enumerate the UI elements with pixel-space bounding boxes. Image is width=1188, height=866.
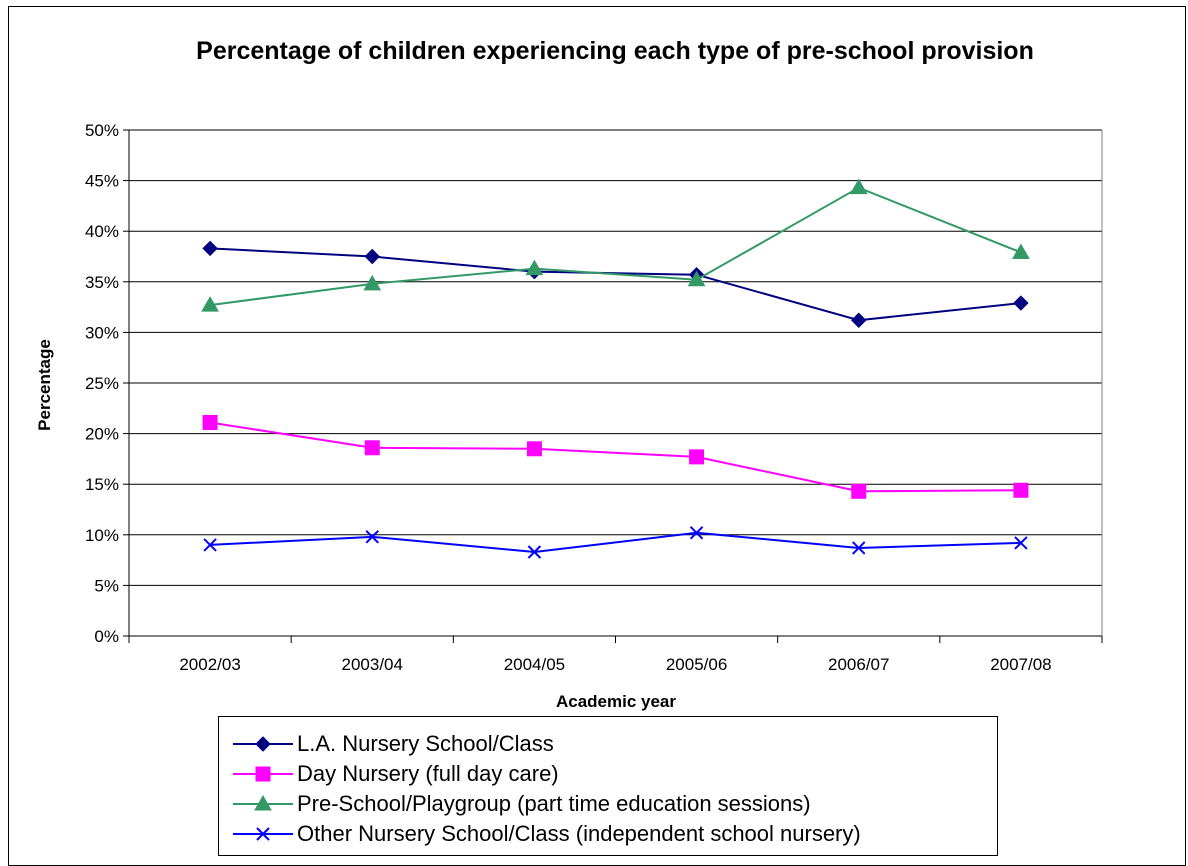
legend: L.A. Nursery School/Class Day Nursery (f… [218,716,998,856]
data-point-day-nursery [202,414,218,430]
gridlines [129,129,1102,586]
series-line-pre-school [209,186,1022,307]
data-point-day-nursery [526,441,542,457]
x-tick-label: 2002/03 [179,655,240,674]
x-tick-label: 2004/05 [504,655,565,674]
data-point-other-nursery [203,538,217,552]
series-line-day-nursery [209,421,1021,493]
legend-swatch-la-nursery [233,736,293,752]
chart-title: Percentage of children experiencing each… [196,37,1034,65]
y-tick-label: 20% [85,425,119,444]
legend-label-la-nursery: L.A. Nursery School/Class [297,731,554,756]
axes: 0% 5% 10% 15% 20% 25% 30% 35% 40% 45% 50% 2002/03 20… [85,121,1103,674]
legend-label-pre-school: Pre-School/Playgroup (part time educatio… [297,791,811,816]
data-point-other-nursery [1014,536,1028,550]
data-point-other-nursery [527,545,542,559]
legend-swatch-day-nursery [233,766,293,782]
data-point-other-nursery [365,530,379,544]
data-point-la-nursery [851,312,867,328]
series-other-nursery [203,526,1028,559]
x-tick-label: 2007/08 [990,655,1051,674]
legend-marker [254,794,272,811]
legend-swatch-other-nursery [233,827,293,841]
y-tick-label: 50% [85,121,119,140]
y-tick-label: 30% [85,323,119,342]
y-tick-label: 0% [94,627,119,646]
series-pre-school [201,178,1030,312]
x-tick-label: 2003/04 [342,655,403,674]
data-point-pre-school [525,259,544,276]
x-axis-title: Academic year [556,692,676,711]
y-tick-label: 10% [85,526,119,545]
series-day-nursery [202,414,1029,499]
legend-label-other-nursery: Other Nursery School/Class (independent … [297,821,861,846]
data-point-pre-school [1012,243,1030,259]
y-tick-label: 25% [85,374,119,393]
y-axis-title: Percentage [35,339,54,431]
data-point-la-nursery [202,240,218,257]
legend-marker [255,736,271,752]
data-point-pre-school [687,270,706,287]
data-point-other-nursery [689,526,704,540]
data-point-day-nursery [1013,482,1029,498]
x-tick-label: 2005/06 [666,655,727,674]
series-line-la-nursery [210,247,1022,322]
data-point-day-nursery [689,449,705,465]
series-la-nursery [202,240,1029,328]
data-point-la-nursery [364,248,380,265]
y-tick-label: 5% [94,576,119,595]
legend-marker [255,766,271,782]
y-tick-label: 15% [85,475,119,494]
series-line-other-nursery [210,531,1021,554]
data-point-day-nursery [851,483,867,499]
y-tick-label: 35% [85,273,119,292]
series-layer [201,178,1030,559]
data-point-pre-school [363,274,382,291]
data-point-pre-school [201,296,219,312]
data-point-other-nursery [852,541,866,555]
data-point-la-nursery [1013,295,1029,311]
data-point-day-nursery [364,440,380,456]
legend-label-day-nursery: Day Nursery (full day care) [297,761,559,786]
x-tick-label: 2006/07 [828,655,889,674]
data-point-pre-school [849,178,868,195]
y-tick-label: 45% [85,172,119,191]
legend-marker [256,827,270,841]
legend-swatch-pre-school [233,794,293,811]
y-tick-label: 40% [85,222,119,241]
